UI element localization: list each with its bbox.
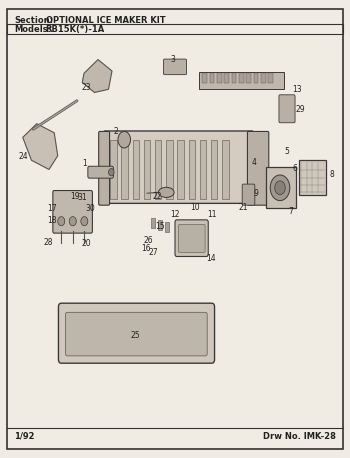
Text: Section:: Section:	[14, 16, 53, 25]
Text: 28: 28	[43, 238, 53, 247]
Text: 29: 29	[295, 104, 305, 114]
Text: 3: 3	[171, 55, 176, 64]
Text: 4: 4	[251, 158, 256, 167]
Text: Drw No. IMK-28: Drw No. IMK-28	[263, 431, 336, 441]
Bar	[261, 73, 266, 83]
Text: 30: 30	[85, 204, 95, 213]
Bar	[239, 73, 244, 83]
Bar	[164, 222, 169, 232]
FancyBboxPatch shape	[163, 59, 187, 75]
Bar	[222, 140, 229, 199]
Polygon shape	[23, 124, 58, 169]
Text: 10: 10	[190, 202, 200, 212]
Text: 1: 1	[83, 159, 88, 168]
FancyBboxPatch shape	[279, 95, 295, 123]
FancyBboxPatch shape	[104, 131, 253, 203]
Bar	[177, 140, 184, 199]
Circle shape	[108, 169, 114, 176]
Text: 17: 17	[47, 204, 57, 213]
Text: 18: 18	[47, 216, 57, 225]
Bar	[200, 140, 206, 199]
FancyBboxPatch shape	[88, 166, 113, 178]
Bar	[246, 73, 251, 83]
Text: 8: 8	[329, 170, 334, 180]
Text: RB15K(*)-1A: RB15K(*)-1A	[46, 25, 105, 34]
FancyBboxPatch shape	[175, 220, 208, 256]
Bar	[224, 73, 229, 83]
Text: 7: 7	[288, 207, 293, 216]
FancyBboxPatch shape	[247, 131, 269, 205]
Text: OPTIONAL ICE MAKER KIT: OPTIONAL ICE MAKER KIT	[46, 16, 165, 25]
Bar	[121, 140, 128, 199]
Text: 19: 19	[70, 192, 80, 202]
Text: 6: 6	[293, 164, 297, 173]
Bar	[268, 73, 273, 83]
Bar	[232, 73, 236, 83]
Bar	[110, 140, 117, 199]
Text: 15: 15	[155, 222, 165, 231]
Text: 11: 11	[207, 210, 217, 219]
Bar	[199, 72, 284, 89]
Text: 16: 16	[141, 244, 151, 253]
Circle shape	[275, 181, 285, 195]
Bar	[217, 73, 222, 83]
FancyBboxPatch shape	[99, 131, 110, 205]
Text: 22: 22	[152, 191, 162, 201]
Text: 27: 27	[148, 248, 158, 257]
Circle shape	[69, 217, 76, 226]
Text: 20: 20	[82, 239, 92, 248]
Bar	[210, 73, 214, 83]
Text: 23: 23	[82, 83, 92, 93]
Text: 31: 31	[77, 193, 87, 202]
Text: 21: 21	[238, 202, 248, 212]
Ellipse shape	[158, 187, 174, 197]
Bar	[155, 140, 161, 199]
Bar	[189, 140, 195, 199]
FancyBboxPatch shape	[53, 191, 92, 233]
Circle shape	[81, 217, 88, 226]
Text: 9: 9	[253, 189, 258, 198]
Bar	[158, 220, 162, 230]
FancyBboxPatch shape	[65, 312, 207, 356]
Circle shape	[58, 217, 65, 226]
Text: 12: 12	[170, 210, 180, 219]
Circle shape	[118, 131, 131, 148]
Text: 5: 5	[285, 147, 289, 156]
FancyBboxPatch shape	[242, 184, 255, 205]
Text: 13: 13	[292, 85, 302, 94]
Bar	[166, 140, 173, 199]
Text: 24: 24	[19, 152, 29, 161]
FancyBboxPatch shape	[58, 303, 215, 363]
Bar	[150, 218, 155, 228]
Bar	[144, 140, 150, 199]
Bar	[299, 160, 326, 195]
Bar	[266, 167, 296, 208]
Bar	[133, 140, 139, 199]
Polygon shape	[82, 60, 112, 93]
Bar	[211, 140, 217, 199]
Text: 1/92: 1/92	[14, 431, 35, 441]
Bar	[7, 24, 343, 34]
Text: Models:: Models:	[14, 25, 51, 34]
FancyBboxPatch shape	[178, 224, 205, 252]
Bar	[202, 73, 207, 83]
Circle shape	[270, 175, 290, 201]
Bar	[254, 73, 258, 83]
Text: 25: 25	[131, 331, 141, 340]
Text: 14: 14	[206, 254, 216, 263]
Text: 26: 26	[144, 236, 154, 245]
Text: 2: 2	[113, 127, 118, 136]
